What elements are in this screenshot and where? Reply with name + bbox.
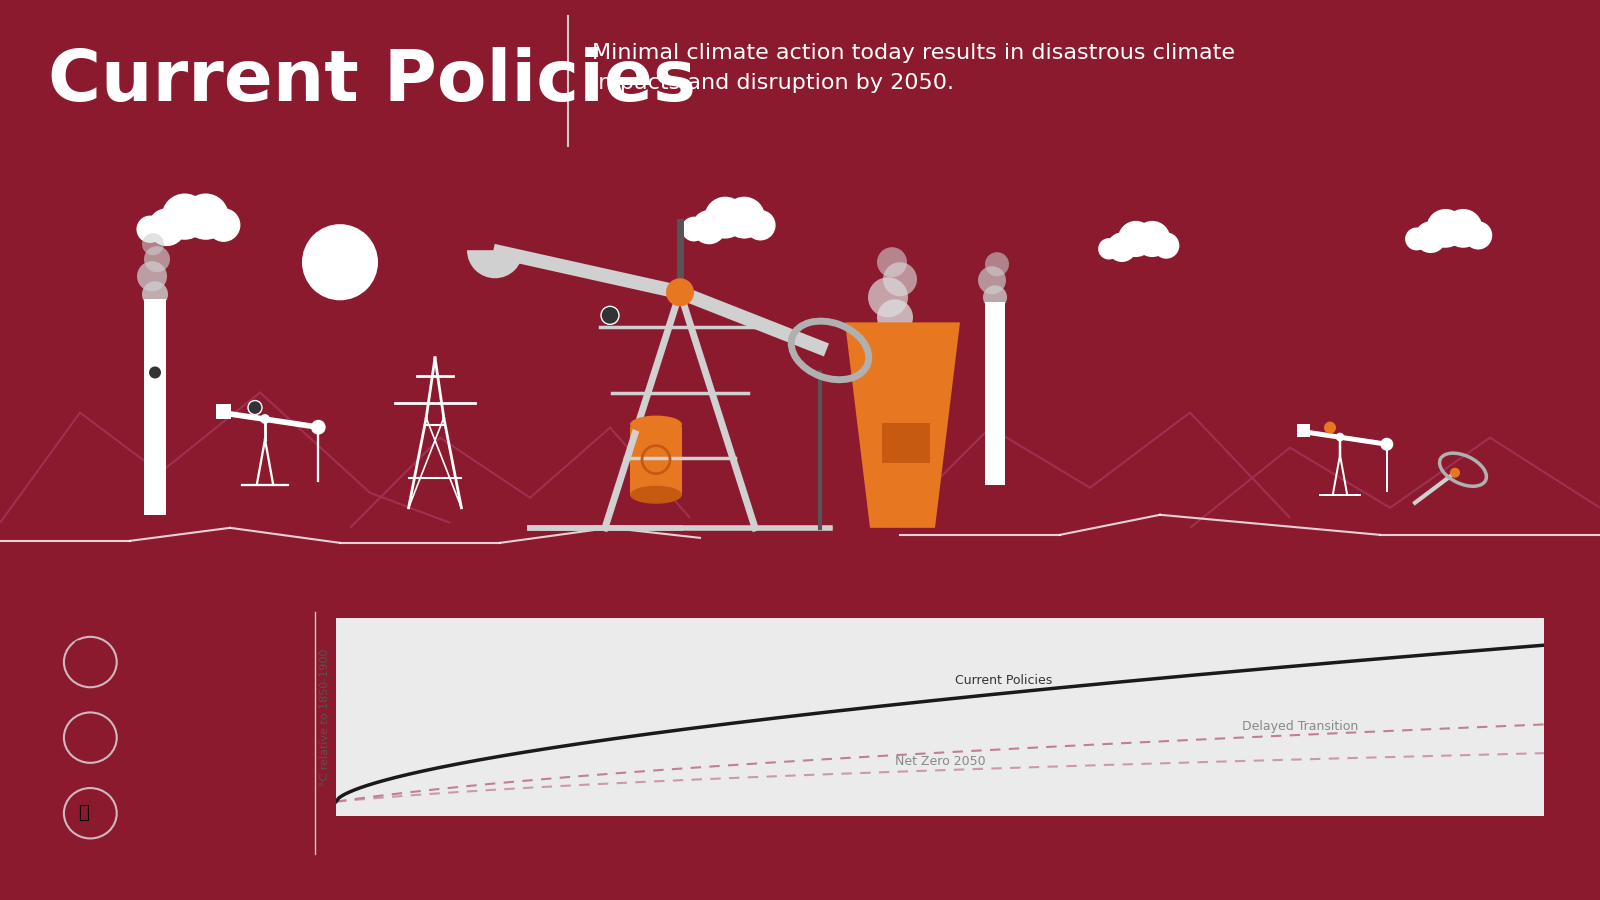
Y-axis label: °C relative to 1850-1900: °C relative to 1850-1900 bbox=[320, 649, 331, 786]
Text: 3°C+ ambition: 3°C+ ambition bbox=[128, 805, 269, 823]
Circle shape bbox=[149, 366, 162, 379]
Circle shape bbox=[982, 285, 1006, 310]
Wedge shape bbox=[467, 250, 523, 278]
Circle shape bbox=[310, 419, 326, 435]
Text: Minimal climate action today results in disastrous climate
impacts and disruptio: Minimal climate action today results in … bbox=[592, 43, 1235, 93]
Circle shape bbox=[1405, 228, 1429, 250]
Circle shape bbox=[682, 217, 706, 241]
Ellipse shape bbox=[630, 416, 682, 434]
Circle shape bbox=[144, 247, 170, 272]
Circle shape bbox=[1098, 238, 1120, 259]
Bar bbox=[882, 423, 930, 463]
Bar bbox=[630, 427, 682, 495]
Bar bbox=[144, 300, 166, 515]
Text: Net Zero 2050: Net Zero 2050 bbox=[894, 755, 986, 768]
Circle shape bbox=[867, 277, 909, 318]
Circle shape bbox=[1325, 421, 1336, 434]
Circle shape bbox=[142, 233, 165, 256]
Text: high physical risk: high physical risk bbox=[128, 653, 299, 671]
Circle shape bbox=[182, 194, 229, 239]
Text: low transition risk: low transition risk bbox=[128, 729, 306, 747]
Circle shape bbox=[136, 216, 163, 243]
Text: Current Policies: Current Policies bbox=[955, 674, 1053, 687]
Circle shape bbox=[1450, 468, 1459, 478]
Circle shape bbox=[1134, 220, 1170, 257]
Circle shape bbox=[206, 208, 240, 242]
Circle shape bbox=[248, 400, 262, 415]
Circle shape bbox=[1118, 220, 1154, 257]
Circle shape bbox=[986, 252, 1010, 276]
Circle shape bbox=[1154, 232, 1179, 258]
Bar bbox=[216, 404, 230, 419]
Circle shape bbox=[1443, 209, 1483, 248]
Circle shape bbox=[691, 210, 726, 244]
Text: Current Policies: Current Policies bbox=[48, 47, 696, 115]
Text: 🌡: 🌡 bbox=[78, 805, 90, 823]
Ellipse shape bbox=[630, 486, 682, 504]
Circle shape bbox=[877, 300, 914, 336]
Circle shape bbox=[602, 306, 619, 324]
Circle shape bbox=[883, 262, 917, 296]
Circle shape bbox=[302, 224, 378, 301]
Text: $: $ bbox=[83, 727, 98, 748]
Circle shape bbox=[1414, 221, 1446, 253]
Text: Delayed Transition: Delayed Transition bbox=[1242, 720, 1358, 733]
Circle shape bbox=[1464, 221, 1493, 249]
Circle shape bbox=[1426, 209, 1466, 248]
Circle shape bbox=[666, 278, 694, 306]
Circle shape bbox=[1107, 232, 1136, 262]
Text: GLOBAL MEAN TEMPERATURE: GLOBAL MEAN TEMPERATURE bbox=[336, 595, 589, 610]
Circle shape bbox=[1336, 433, 1344, 441]
Bar bbox=[986, 302, 1005, 485]
Circle shape bbox=[162, 194, 208, 239]
Circle shape bbox=[704, 197, 746, 238]
Polygon shape bbox=[845, 322, 960, 527]
Circle shape bbox=[147, 208, 186, 246]
Circle shape bbox=[142, 282, 168, 307]
Circle shape bbox=[978, 266, 1006, 294]
Circle shape bbox=[74, 641, 83, 648]
Bar bbox=[1298, 424, 1310, 437]
Circle shape bbox=[74, 743, 83, 752]
Circle shape bbox=[877, 248, 907, 277]
Circle shape bbox=[138, 261, 166, 292]
Circle shape bbox=[746, 210, 776, 240]
Circle shape bbox=[261, 414, 270, 424]
Circle shape bbox=[723, 197, 765, 238]
Circle shape bbox=[1381, 437, 1394, 451]
